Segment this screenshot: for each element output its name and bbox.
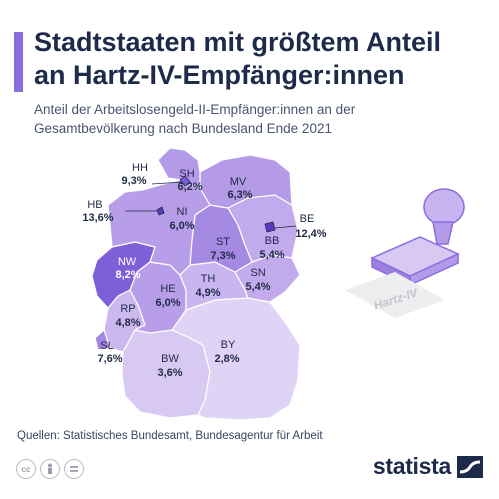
equals-icon[interactable] (64, 459, 84, 479)
label-value-SL: 7,6% (97, 353, 122, 365)
label-value-NI: 6,0% (169, 220, 194, 232)
source-note: Quellen: Statistisches Bundesamt, Bundes… (17, 430, 323, 442)
stamp-illustration: Hartz-IV (345, 188, 465, 318)
label-code-SL: SL (100, 340, 113, 352)
page-title: Stadtstaaten mit größtem Anteil an Hartz… (34, 26, 489, 92)
label-code-HB: HB (87, 199, 102, 211)
leader-line-HH (151, 181, 184, 185)
statista-mark-icon (457, 455, 483, 478)
label-value-SH: 6,2% (177, 181, 202, 193)
state-HB (156, 206, 165, 216)
label-value-MV: 6,3% (227, 189, 252, 201)
label-code-RP: RP (120, 303, 135, 315)
label-code-BW: BW (161, 353, 179, 365)
brand-name: statista (372, 453, 451, 479)
label-code-SH: SH (179, 168, 194, 180)
label-value-HH: 9,3% (121, 175, 146, 187)
label-code-TH: TH (201, 273, 216, 285)
label-code-NW: NW (118, 256, 137, 268)
title-accent-bar (14, 32, 23, 92)
label-value-NW: 8,2% (115, 269, 140, 281)
state-BE (264, 221, 276, 233)
person-icon[interactable] (40, 459, 60, 479)
label-value-ST: 7,3% (210, 250, 235, 262)
label-code-MV: MV (230, 176, 247, 188)
label-value-HB: 13,6% (82, 212, 113, 224)
label-value-HE: 6,0% (155, 297, 180, 309)
label-code-ST: ST (216, 236, 230, 248)
label-value-BE: 12,4% (295, 228, 326, 240)
label-value-BY: 2,8% (214, 353, 239, 365)
leader-line-BE (274, 225, 297, 229)
label-code-NI: NI (177, 206, 188, 218)
statista-logo[interactable]: statista (373, 453, 483, 480)
page-subtitle: Anteil der Arbeitslosengeld-II-Empfänger… (34, 100, 489, 138)
title-line-2: an Hartz-IV-Empfänger:innen (34, 60, 405, 90)
subtitle-line-1: Anteil der Arbeitslosengeld-II-Empfänger… (34, 102, 356, 117)
label-value-BW: 3,6% (157, 367, 182, 379)
state-SH (157, 147, 201, 189)
title-line-1: Stadtstaaten mit größtem Anteil (34, 27, 442, 57)
subtitle-line-2: Gesamtbevölkerung nach Bundesland Ende 2… (34, 121, 332, 136)
label-code-BY: BY (221, 339, 236, 351)
label-code-BB: BB (265, 235, 280, 247)
label-code-HH: HH (132, 162, 148, 174)
state-NI (107, 179, 211, 276)
label-code-HE: HE (160, 283, 175, 295)
label-value-TH: 4,9% (195, 287, 220, 299)
cc-icon[interactable]: cc (16, 459, 36, 479)
license-icons: cc (16, 459, 84, 479)
state-SL (94, 329, 111, 351)
label-value-BB: 5,4% (259, 249, 284, 261)
label-code-SN: SN (250, 267, 265, 279)
state-MV (199, 154, 293, 209)
label-value-SN: 5,4% (245, 281, 270, 293)
label-value-RP: 4,8% (115, 317, 140, 329)
label-code-BE: BE (300, 213, 315, 225)
state-HH (179, 175, 191, 187)
